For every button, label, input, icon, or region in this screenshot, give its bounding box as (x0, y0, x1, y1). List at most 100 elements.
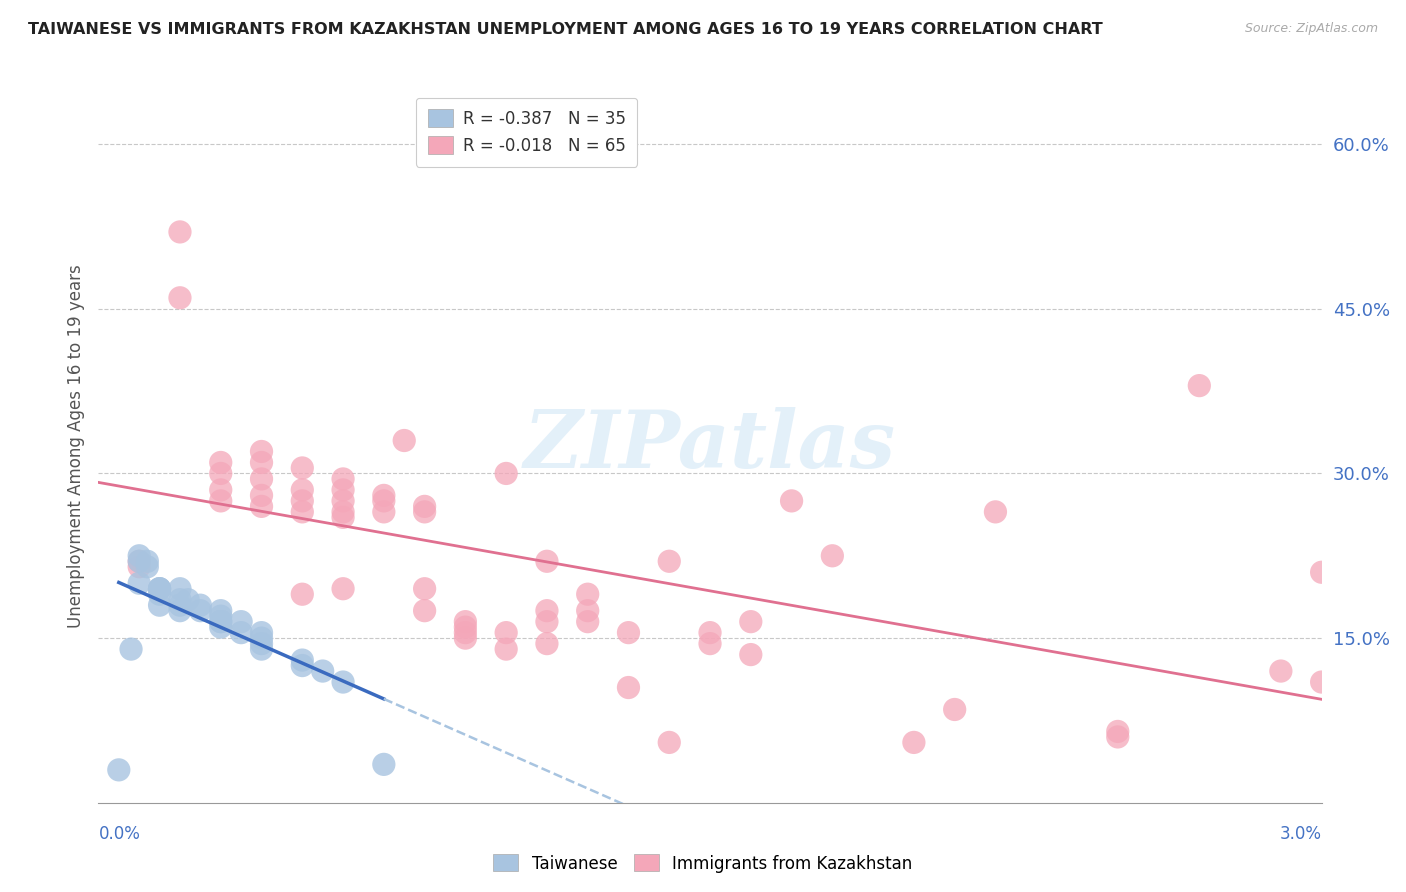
Point (576, 615, 599, 629)
Point (250, 488, 273, 502)
Point (332, 505, 354, 519)
Text: TAIWANESE VS IMMIGRANTS FROM KAZAKHSTAN UNEMPLOYMENT AMONG AGES 16 TO 19 YEARS C: TAIWANESE VS IMMIGRANTS FROM KAZAKHSTAN … (28, 22, 1102, 37)
Point (209, 467, 232, 481)
Point (617, 625, 640, 640)
Point (291, 483, 314, 497)
Point (250, 631, 273, 645)
Point (332, 472, 354, 486)
Point (128, 576, 150, 591)
Point (209, 609, 232, 624)
Point (943, 702, 966, 716)
Point (454, 620, 477, 634)
Point (250, 500, 273, 514)
Point (250, 444, 273, 458)
Point (1107, 724, 1129, 739)
Text: 0.0%: 0.0% (98, 825, 141, 843)
Point (209, 483, 232, 497)
Point (169, 582, 191, 596)
Point (136, 554, 159, 568)
Point (699, 625, 721, 640)
Point (536, 554, 558, 568)
Point (231, 615, 253, 629)
Point (576, 587, 599, 601)
Point (413, 500, 436, 514)
Point (188, 604, 212, 618)
Point (209, 615, 232, 629)
Point (209, 615, 232, 629)
Point (658, 735, 681, 749)
Point (576, 604, 599, 618)
Point (332, 675, 354, 690)
Point (413, 582, 436, 596)
Point (149, 587, 172, 601)
Point (149, 582, 172, 596)
Point (209, 455, 232, 469)
Point (1107, 730, 1129, 744)
Point (454, 615, 477, 629)
Point (177, 592, 200, 607)
Point (536, 604, 558, 618)
Point (169, 225, 191, 239)
Point (454, 631, 477, 645)
Point (149, 598, 172, 612)
Text: ZIPatlas: ZIPatlas (524, 408, 896, 484)
Point (128, 554, 150, 568)
Point (250, 642, 273, 657)
Point (413, 604, 436, 618)
Point (658, 554, 681, 568)
Point (1310, 566, 1333, 580)
Point (291, 658, 314, 673)
Point (149, 582, 172, 596)
Point (128, 549, 150, 563)
Point (454, 625, 477, 640)
Point (209, 604, 232, 618)
Point (332, 582, 354, 596)
Point (984, 505, 1007, 519)
Point (1310, 675, 1333, 690)
Point (311, 664, 335, 678)
Text: 3.0%: 3.0% (1279, 825, 1322, 843)
Point (169, 604, 191, 618)
Point (291, 494, 314, 508)
Point (188, 598, 212, 612)
Point (291, 461, 314, 475)
Point (128, 554, 150, 568)
Point (209, 494, 232, 508)
Point (291, 653, 314, 667)
Point (332, 494, 354, 508)
Point (108, 763, 131, 777)
Point (617, 681, 640, 695)
Legend: Taiwanese, Immigrants from Kazakhstan: Taiwanese, Immigrants from Kazakhstan (486, 847, 920, 880)
Point (1270, 664, 1292, 678)
Point (740, 615, 762, 629)
Point (536, 615, 558, 629)
Point (373, 494, 395, 508)
Point (495, 642, 517, 657)
Point (392, 434, 416, 448)
Point (291, 587, 314, 601)
Point (536, 637, 558, 651)
Point (250, 472, 273, 486)
Point (250, 625, 273, 640)
Point (903, 735, 925, 749)
Point (250, 637, 273, 651)
Point (231, 625, 253, 640)
Point (495, 625, 517, 640)
Point (120, 642, 142, 657)
Point (1188, 378, 1211, 392)
Point (740, 648, 762, 662)
Point (699, 637, 721, 651)
Point (250, 455, 273, 469)
Point (373, 488, 395, 502)
Point (780, 494, 803, 508)
Point (209, 620, 232, 634)
Point (149, 582, 172, 596)
Point (169, 592, 191, 607)
Point (136, 559, 159, 574)
Point (495, 467, 517, 481)
Point (291, 505, 314, 519)
Point (821, 549, 844, 563)
Point (128, 559, 150, 574)
Point (169, 598, 191, 612)
Point (413, 505, 436, 519)
